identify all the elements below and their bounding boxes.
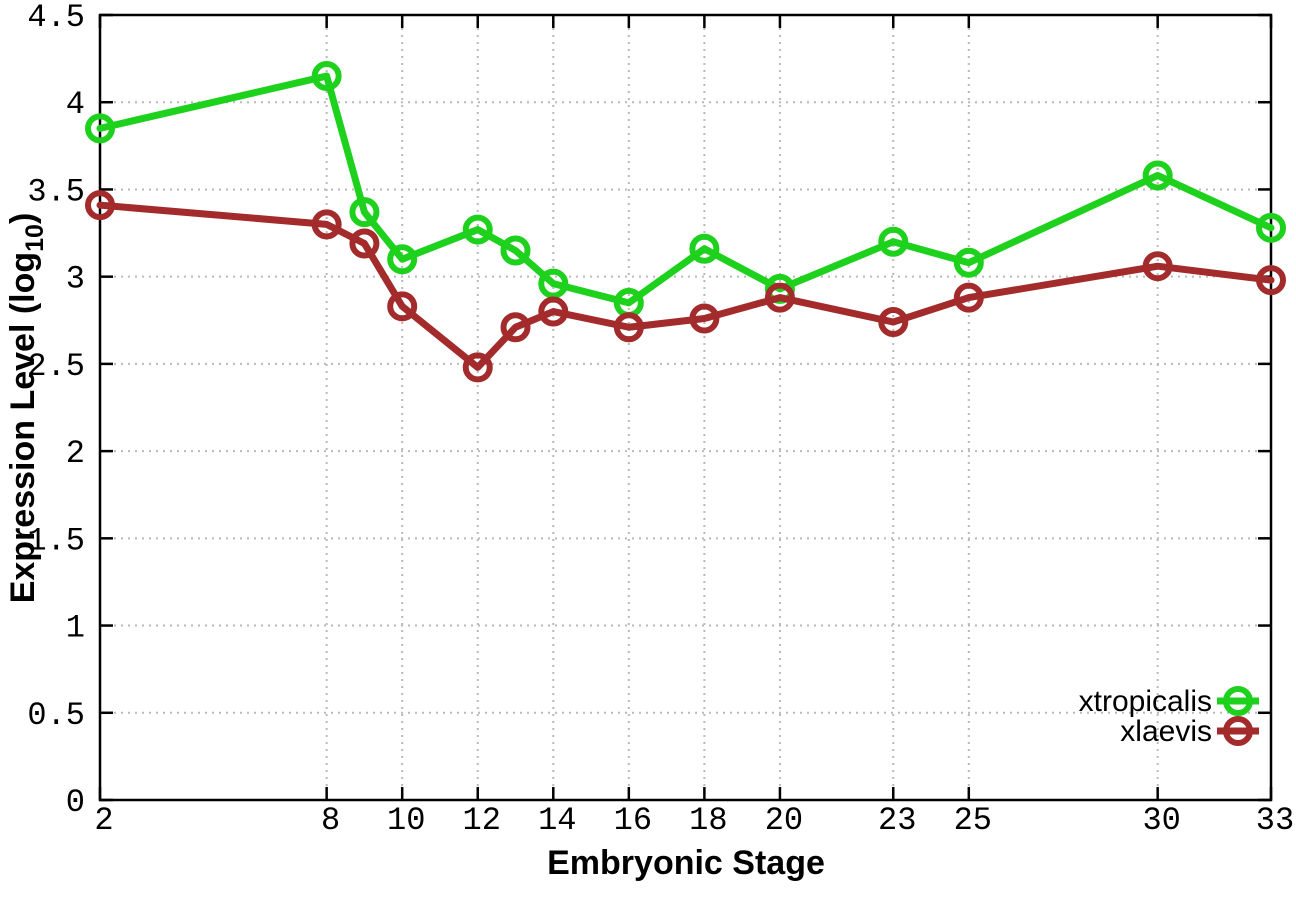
data-point-xtropicalis-13 — [500, 235, 531, 266]
data-point-xlaevis-13 — [500, 312, 531, 343]
data-point-xtropicalis-14 — [538, 268, 569, 299]
y-tick-label-2.5: 2.5 — [27, 348, 85, 385]
x-tick-label-33: 33 — [1256, 802, 1294, 839]
x-tick-label-20: 20 — [765, 802, 803, 839]
data-point-xtropicalis-10 — [387, 244, 418, 275]
data-point-xlaevis-33 — [1256, 265, 1286, 296]
data-point-xtropicalis-33 — [1256, 212, 1286, 243]
data-point-xlaevis-8 — [311, 209, 342, 240]
y-axis-title: Expression Level (log10) — [4, 213, 49, 604]
x-tick-label-8: 8 — [321, 802, 340, 839]
legend-marker-xlaevis — [1223, 716, 1253, 746]
y-tick-label-1.5: 1.5 — [27, 522, 85, 559]
data-point-xlaevis-16 — [613, 312, 644, 343]
data-point-xtropicalis-2 — [85, 113, 115, 144]
data-point-xlaevis-10 — [387, 291, 418, 322]
series-layer — [85, 61, 1286, 383]
series-line-xlaevis — [96, 201, 1275, 371]
data-point-xlaevis-12 — [462, 352, 493, 383]
x-tick-label-18: 18 — [689, 802, 727, 839]
plot-border-layer — [98, 13, 1273, 802]
legend-label-xlaevis: xlaevis — [1120, 715, 1212, 748]
x-tick-label-14: 14 — [538, 802, 576, 839]
tick-layer: 2 8 10 12 14 16 18 20 23 25 30 33 0 0.5 1 1.5 2 2.5 3 3.5 4 4… — [27, 0, 1294, 839]
data-point-xlaevis-20 — [764, 282, 795, 313]
x-tick-label-16: 16 — [614, 802, 652, 839]
plot-border — [98, 13, 1273, 802]
y-tick-label-1: 1 — [66, 610, 85, 647]
data-point-xlaevis-2 — [85, 190, 115, 221]
data-point-xlaevis-18 — [689, 303, 720, 334]
y-axis-title-subscript: 10 — [21, 224, 49, 252]
y-tick-label-3: 3 — [66, 261, 85, 298]
y-tick-label-4.5: 4.5 — [27, 0, 85, 36]
data-point-xlaevis-9 — [349, 228, 380, 259]
legend-marker-xtropicalis — [1223, 686, 1253, 716]
y-tick-label-3.5: 3.5 — [27, 173, 85, 210]
data-point-xlaevis-30 — [1142, 251, 1173, 282]
x-tick-label-23: 23 — [878, 802, 916, 839]
x-tick-label-12: 12 — [463, 802, 501, 839]
y-tick-label-0: 0 — [66, 784, 85, 821]
grid-layer — [100, 15, 1271, 800]
y-tick-label-4: 4 — [66, 86, 85, 123]
x-tick-label-25: 25 — [954, 802, 992, 839]
data-point-xtropicalis-18 — [689, 233, 720, 264]
data-point-xlaevis-23 — [878, 307, 909, 338]
x-tick-label-2: 2 — [94, 802, 113, 839]
data-point-xtropicalis-23 — [878, 226, 909, 257]
data-point-xtropicalis-8 — [311, 61, 342, 92]
y-tick-label-2: 2 — [66, 435, 85, 472]
data-point-xlaevis-14 — [538, 296, 569, 327]
x-tick-label-30: 30 — [1142, 802, 1180, 839]
data-point-xtropicalis-25 — [953, 247, 984, 278]
y-axis-title-main: Expression Level (log — [4, 252, 42, 603]
data-point-xtropicalis-30 — [1142, 160, 1173, 191]
legend: xtropicalis xlaevis — [1079, 685, 1259, 748]
data-point-xtropicalis-9 — [349, 197, 380, 228]
y-tick-label-0.5: 0.5 — [27, 697, 85, 734]
x-axis-title: Embryonic Stage — [547, 844, 825, 882]
axis-title-layer: Embryonic Stage Expression Level (log10) — [4, 213, 825, 882]
x-tick-label-10: 10 — [387, 802, 425, 839]
legend-label-xtropicalis: xtropicalis — [1079, 685, 1212, 718]
data-point-xlaevis-25 — [953, 282, 984, 313]
data-point-xtropicalis-12 — [462, 214, 493, 245]
y-axis-title-suffix: ) — [4, 213, 42, 224]
